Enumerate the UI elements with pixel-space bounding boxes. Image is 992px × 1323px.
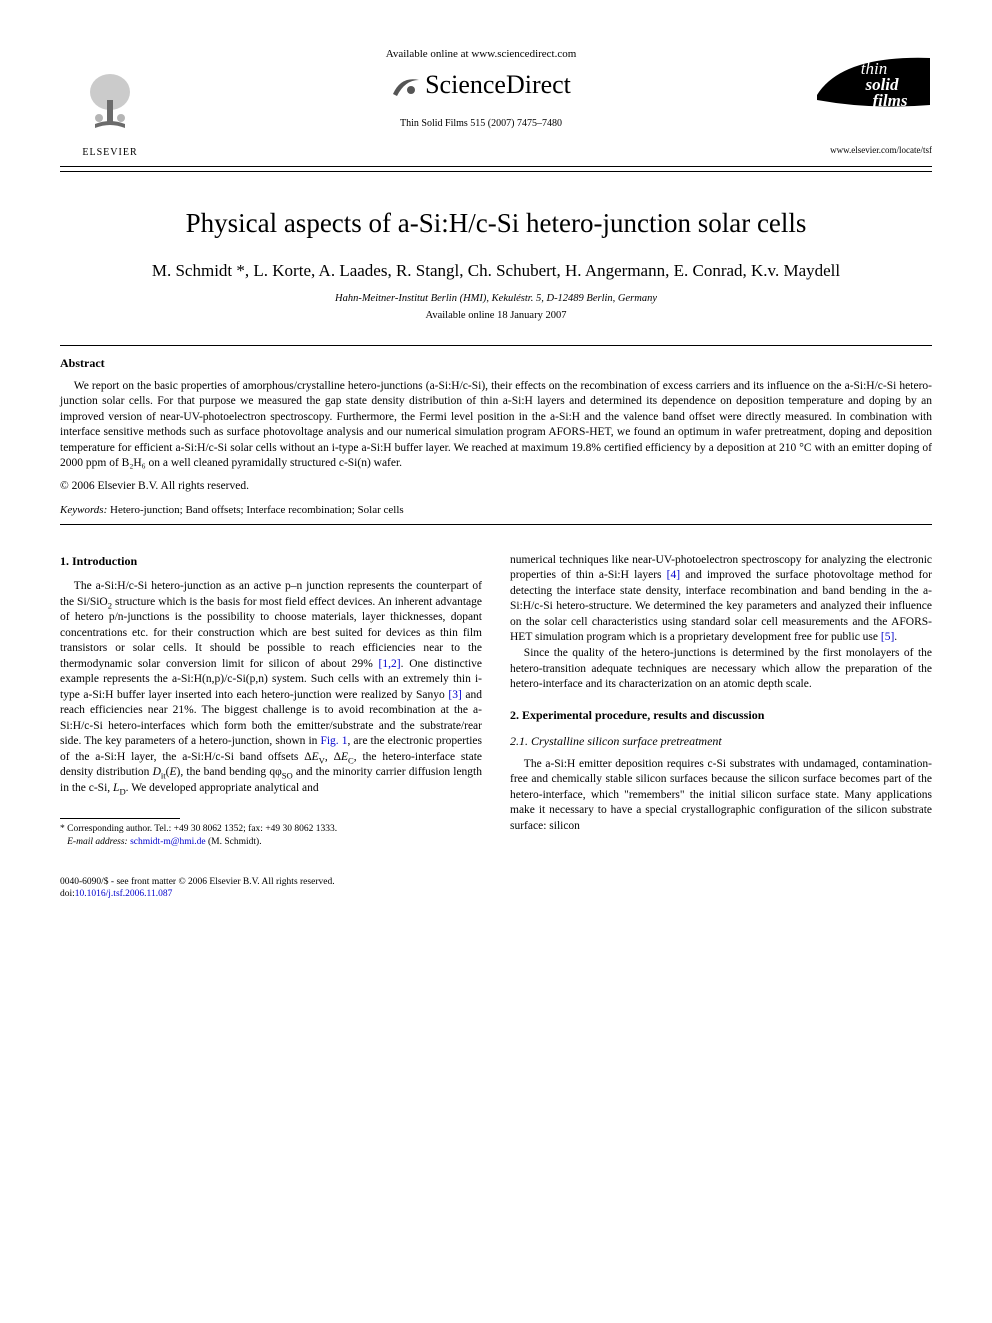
doi-line: doi:10.1016/j.tsf.2006.11.087 — [60, 888, 932, 900]
affiliation: Hahn-Meitner-Institut Berlin (HMI), Keku… — [60, 293, 932, 304]
abstract-heading: Abstract — [60, 356, 932, 371]
locate-url[interactable]: www.elsevier.com/locate/tsf — [802, 145, 932, 155]
thin-solid-films-logo: thin solid films — [812, 50, 932, 120]
keywords-line: Keywords: Hetero-junction; Band offsets;… — [60, 504, 932, 516]
available-online-text: Available online at www.sciencedirect.co… — [160, 48, 802, 60]
section-1-heading: 1. Introduction — [60, 553, 482, 569]
body-columns: 1. Introduction The a-Si:H/c-Si hetero-j… — [60, 553, 932, 848]
abstract-top-rule — [60, 345, 932, 346]
keywords-text: Hetero-junction; Band offsets; Interface… — [107, 504, 403, 516]
intro-p2: Since the quality of the hetero-junction… — [510, 646, 932, 693]
doi-link[interactable]: 10.1016/j.tsf.2006.11.087 — [75, 889, 173, 899]
ref-link-4[interactable]: [4] — [667, 569, 680, 581]
page-footer: 0040-6090/$ - see front matter © 2006 El… — [60, 876, 932, 901]
abstract-bottom-rule — [60, 524, 932, 525]
fig-link-1[interactable]: Fig. 1 — [320, 735, 347, 747]
elsevier-tree-icon — [75, 70, 145, 140]
left-column: 1. Introduction The a-Si:H/c-Si hetero-j… — [60, 553, 482, 848]
intro-continued: numerical techniques like near-UV-photoe… — [510, 553, 932, 646]
intro-paragraph: The a-Si:H/c-Si hetero-junction as an ac… — [60, 579, 482, 796]
header-center: Available online at www.sciencedirect.co… — [160, 40, 802, 129]
svg-text:films: films — [873, 91, 908, 110]
section-2-1-heading: 2.1. Crystalline silicon surface pretrea… — [510, 733, 932, 749]
footnote-rule — [60, 818, 180, 819]
elsevier-label: ELSEVIER — [60, 147, 160, 158]
section-2-heading: 2. Experimental procedure, results and d… — [510, 707, 932, 723]
ref-link-1-2[interactable]: [1,2] — [379, 658, 401, 670]
copyright-line: © 2006 Elsevier B.V. All rights reserved… — [60, 480, 932, 492]
page-header: ELSEVIER Available online at www.science… — [60, 40, 932, 167]
header-rule — [60, 171, 932, 172]
abstract-text: We report on the basic properties of amo… — [60, 379, 932, 472]
email-link[interactable]: schmidt-m@hmi.de — [130, 837, 206, 847]
journal-reference: Thin Solid Films 515 (2007) 7475–7480 — [160, 118, 802, 129]
sciencedirect-logo: ScienceDirect — [160, 70, 802, 100]
email-label: E-mail address: — [67, 837, 128, 847]
authors-line: M. Schmidt *, L. Korte, A. Laades, R. St… — [60, 259, 932, 283]
ref-link-5[interactable]: [5] — [881, 631, 894, 643]
right-column: numerical techniques like near-UV-photoe… — [510, 553, 932, 848]
email-line: E-mail address: schmidt-m@hmi.de (M. Sch… — [60, 836, 482, 848]
email-who: (M. Schmidt). — [206, 837, 262, 847]
available-date: Available online 18 January 2007 — [60, 310, 932, 321]
publisher-logo-block: ELSEVIER — [60, 40, 160, 158]
front-matter-line: 0040-6090/$ - see front matter © 2006 El… — [60, 876, 932, 888]
sciencedirect-text: ScienceDirect — [425, 70, 571, 99]
article-title: Physical aspects of a-Si:H/c-Si hetero-j… — [60, 208, 932, 239]
journal-logo-block: thin solid films www.elsevier.com/locate… — [802, 40, 932, 155]
ref-link-3[interactable]: [3] — [448, 689, 461, 701]
keywords-label: Keywords: — [60, 504, 107, 516]
corresponding-footnote: * Corresponding author. Tel.: +49 30 806… — [60, 823, 482, 848]
sciencedirect-swoosh-icon — [391, 74, 421, 100]
section-2-1-p1: The a-Si:H emitter deposition requires c… — [510, 757, 932, 835]
corresponding-author: * Corresponding author. Tel.: +49 30 806… — [60, 823, 482, 835]
